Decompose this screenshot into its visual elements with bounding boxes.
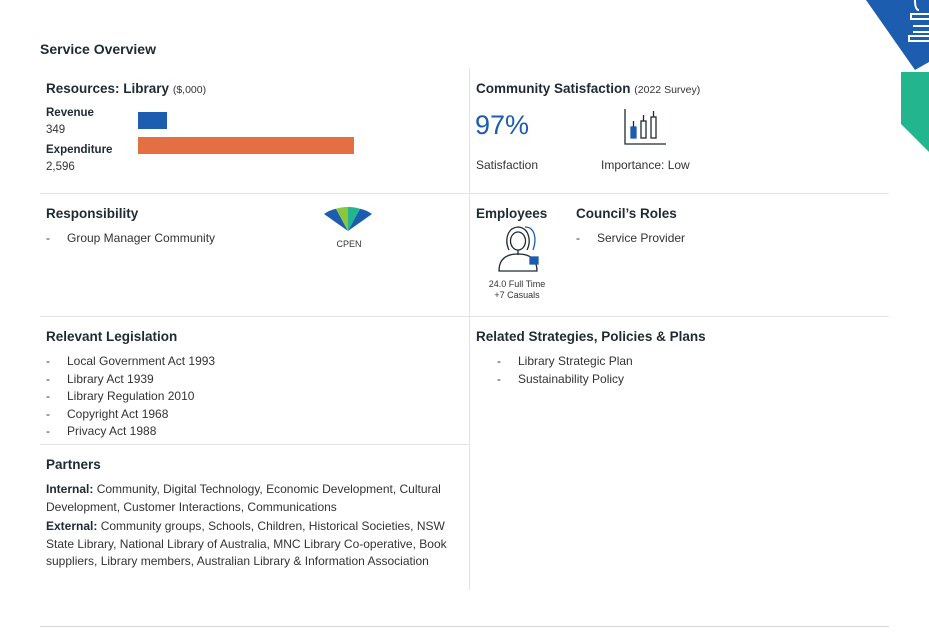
employees-full-time: 24.0 Full Time (488, 279, 546, 289)
employee-icon (498, 226, 539, 272)
revenue-bar (138, 112, 167, 129)
list-item: - Copyright Act 1968 (46, 406, 169, 421)
strategies-title: Related Strategies, Policies & Plans (476, 329, 706, 344)
cpen-fan-icon (324, 207, 372, 231)
internal-label: Internal: (46, 482, 94, 496)
list-item: - Local Government Act 1993 (46, 354, 216, 368)
list-item: - Library Regulation 2010 (46, 389, 195, 403)
list-item: - Library Strategic Plan (497, 354, 633, 368)
expenditure-bar (138, 137, 354, 154)
legislation-title: Relevant Legislation (46, 329, 178, 344)
legislation-list: - Local Government Act 1993 - Library Act … (46, 353, 215, 441)
expenditure-value: 2,596 (46, 161, 75, 173)
column-divider (469, 68, 470, 590)
strategies-list: - Library Strategic Plan - Sustainability … (497, 353, 633, 388)
partners-external: External: Community groups, Schools, Chi… (46, 518, 456, 571)
row-divider-1 (40, 193, 889, 194)
roles-title: Council’s Roles (576, 206, 677, 221)
importance-chart-icon (624, 109, 666, 145)
satisfaction-label: Satisfaction (476, 158, 539, 172)
employees-title: Employees (476, 206, 548, 221)
responsibility-title: Responsibility (46, 206, 139, 221)
satisfaction-survey: (2022 Survey) (634, 84, 701, 96)
list-item: - Privacy Act 1988 (46, 424, 157, 438)
building-icon (908, 0, 929, 42)
row-divider-3 (40, 444, 469, 445)
revenue-value: 349 (46, 124, 66, 136)
employees-casuals: +7 Casuals (494, 290, 540, 300)
external-label: External: (46, 519, 98, 533)
resources-unit: ($,000) (172, 84, 207, 96)
cpen-badge-label: CPEN (336, 239, 362, 249)
satisfaction-title: Community Satisfaction (2022 Survey) (476, 81, 701, 96)
corner-decoration (866, 0, 929, 152)
importance-label: Importance: Low (601, 158, 690, 172)
partners-title: Partners (46, 457, 101, 472)
resources-title: Resources: Library ($,000) (46, 81, 207, 96)
list-item: - Sustainability Policy (497, 371, 625, 386)
roles-list: - Service Provider (576, 230, 685, 248)
satisfaction-percent: 97% (475, 110, 530, 140)
revenue-label: Revenue (46, 107, 94, 119)
responsibility-list: - Group Manager Community (46, 230, 215, 248)
footer-divider (40, 626, 889, 627)
expenditure-label: Expenditure (46, 144, 113, 156)
partners-internal: Internal: Community, Digital Technology,… (46, 481, 456, 516)
page-title: Service Overview (40, 41, 156, 57)
internal-text: Community, Digital Technology, Economic … (46, 482, 441, 514)
list-item: - Service Provider (576, 231, 686, 245)
list-item: - Group Manager Community (46, 231, 216, 245)
list-item: - Library Act 1939 (46, 371, 154, 386)
external-text: Community groups, Schools, Children, His… (46, 519, 447, 568)
row-divider-2 (40, 316, 889, 317)
